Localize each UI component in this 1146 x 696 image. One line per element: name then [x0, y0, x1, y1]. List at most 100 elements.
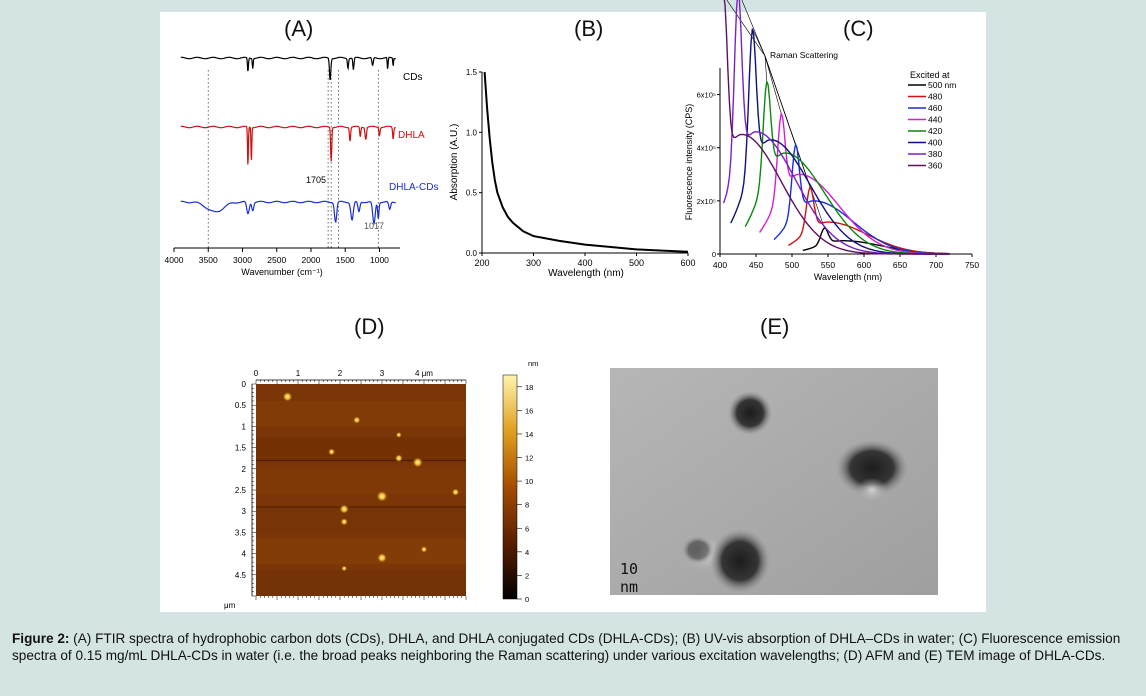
- afm-particle: [327, 448, 336, 456]
- afm-x-tick-label: 2: [338, 369, 343, 378]
- panel-label-c: (C): [843, 16, 874, 41]
- panel-label-a: (A): [284, 16, 314, 41]
- tem-scale-bar: 10 nm: [620, 560, 639, 596]
- afm-x-tick-label: 1: [296, 369, 301, 378]
- fluor-y-tick-label: 0: [712, 250, 716, 259]
- colorbar-tick-label: 14: [525, 430, 533, 439]
- afm-particle: [339, 503, 350, 515]
- fluor-x-tick-label: 500: [785, 260, 799, 270]
- panel-label-d: (D): [354, 314, 385, 339]
- afm-y-tick-label: 3.5: [235, 528, 247, 537]
- ftir-label-dhla-cds: DHLA-CDs: [389, 182, 438, 193]
- colorbar-tick-label: 0: [525, 595, 529, 604]
- fluor-y-axis-label: Fluorescence intensity (CPS): [684, 104, 694, 221]
- ftir-series-line: [180, 56, 396, 81]
- raman-pointer-line: [764, 55, 796, 145]
- afm-y-tick-label: 4.5: [235, 571, 247, 580]
- colorbar-tick-label: 18: [525, 383, 533, 392]
- afm-particle: [341, 565, 348, 572]
- caption-label: Figure 2:: [12, 631, 70, 646]
- tem-particle: [728, 391, 772, 435]
- ftir-x-tick-label: 3000: [233, 255, 252, 265]
- legend-entry: 500 nm: [928, 80, 956, 90]
- tem-image: [610, 368, 938, 595]
- fluor-x-tick-label: 600: [857, 260, 871, 270]
- raman-annotation: Raman Scattering: [770, 50, 838, 60]
- uvvis-y-tick-label: 0.0: [466, 249, 478, 258]
- panel-label-b: (B): [574, 16, 604, 41]
- afm-particle: [394, 453, 404, 463]
- figure-panel: (A) (B) (C) (D) (E) 4000 3500 3000 2500 2000…: [160, 0, 986, 612]
- afm-y-tick-label: 0.5: [235, 401, 247, 410]
- uvvis-x-axis-label: Wavelength (nm): [548, 268, 624, 279]
- afm-particle: [282, 391, 293, 403]
- uvvis-x-tick-label: 200: [474, 258, 489, 268]
- ftir-label-dhla: DHLA: [398, 130, 425, 141]
- tem-particle: [710, 529, 770, 593]
- legend-entry: 480: [928, 92, 942, 102]
- afm-colorbar-unit: nm: [528, 359, 538, 368]
- raman-pointer-line: [764, 55, 768, 82]
- afm-particle: [340, 517, 349, 526]
- uvvis-series-line: [483, 71, 689, 253]
- colorbar-tick-label: 4: [525, 548, 529, 557]
- uvvis-x-tick-label: 600: [680, 258, 695, 268]
- afm-particle: [412, 456, 424, 468]
- fluor-y-tick-label: 4x10⁵: [697, 144, 716, 153]
- colorbar-tick-label: 12: [525, 454, 533, 463]
- afm-x-tick-label: 0: [254, 369, 259, 378]
- legend-entry: 400: [928, 138, 942, 148]
- afm-y-tick-label: 2.5: [235, 486, 247, 495]
- afm-particle: [376, 490, 388, 503]
- raman-pointer-line: [764, 55, 782, 114]
- afm-particle: [352, 416, 361, 425]
- legend-entry: 460: [928, 103, 942, 113]
- uvvis-y-axis-label: Absorption (A.U.): [449, 124, 460, 201]
- fluor-x-tick-label: 650: [893, 260, 907, 270]
- panel-label-e: (E): [760, 314, 790, 339]
- ftir-x-tick-label: 4000: [165, 255, 184, 265]
- uvvis-y-tick-label: 1.5: [466, 68, 478, 77]
- colorbar-tick-label: 2: [525, 571, 529, 580]
- legend-entry: 440: [928, 115, 942, 125]
- afm-colorbar: [502, 374, 518, 600]
- raman-pointer-line: [726, 0, 766, 57]
- afm-y-unit: μm: [224, 601, 236, 610]
- ftir-x-tick-label: 1000: [370, 255, 389, 265]
- afm-y-tick-label: 1.5: [235, 444, 247, 453]
- caption-text: (A) FTIR spectra of hydrophobic carbon d…: [12, 631, 1121, 663]
- uvvis-y-tick-label: 0.5: [466, 189, 478, 198]
- ftir-x-tick-label: 1500: [336, 255, 355, 265]
- afm-particle: [376, 552, 388, 564]
- ftir-x-tick-label: 2500: [267, 255, 286, 265]
- ftir-series-line: [180, 200, 396, 226]
- legend-entry: 360: [928, 161, 942, 171]
- ftir-annotation-1705: 1705: [306, 175, 326, 185]
- ftir-x-tick-label: 2000: [302, 255, 321, 265]
- legend-entry: 380: [928, 149, 942, 159]
- ftir-chart: 4000 3500 3000 2500 2000 1500 1000 Wavenumber …: [165, 56, 438, 277]
- tem-particle: [836, 440, 908, 496]
- afm-y-tick-label: 4: [242, 550, 247, 559]
- afm-x-tick-label: 3: [380, 369, 385, 378]
- afm-x-tick-label: 4 μm: [415, 369, 433, 378]
- uvvis-chart: 200 300 400 500 600 0.0 0.5 1.0 1.5 Wavelength (…: [449, 68, 696, 279]
- legend-title: Excited at: [910, 70, 950, 80]
- afm-particle: [420, 545, 428, 553]
- afm-y-tick-label: 0: [242, 380, 247, 389]
- figure-caption: Figure 2: (A) FTIR spectra of hydrophobi…: [12, 630, 1137, 664]
- afm-y-tick-label: 1: [242, 422, 247, 431]
- uvvis-x-tick-label: 500: [629, 258, 644, 268]
- fluor-x-tick-label: 450: [749, 260, 763, 270]
- fluor-x-tick-label: 550: [821, 260, 835, 270]
- afm-particle: [451, 488, 460, 497]
- legend-entry: 420: [928, 126, 942, 136]
- fluor-series-line: [723, 0, 950, 255]
- colorbar-tick-label: 6: [525, 524, 529, 533]
- fluor-x-tick-label: 750: [965, 260, 979, 270]
- afm-y-tick-label: 3: [242, 507, 247, 516]
- colorbar-tick-label: 8: [525, 501, 529, 510]
- fluor-y-tick-label: 6x10⁵: [697, 91, 716, 100]
